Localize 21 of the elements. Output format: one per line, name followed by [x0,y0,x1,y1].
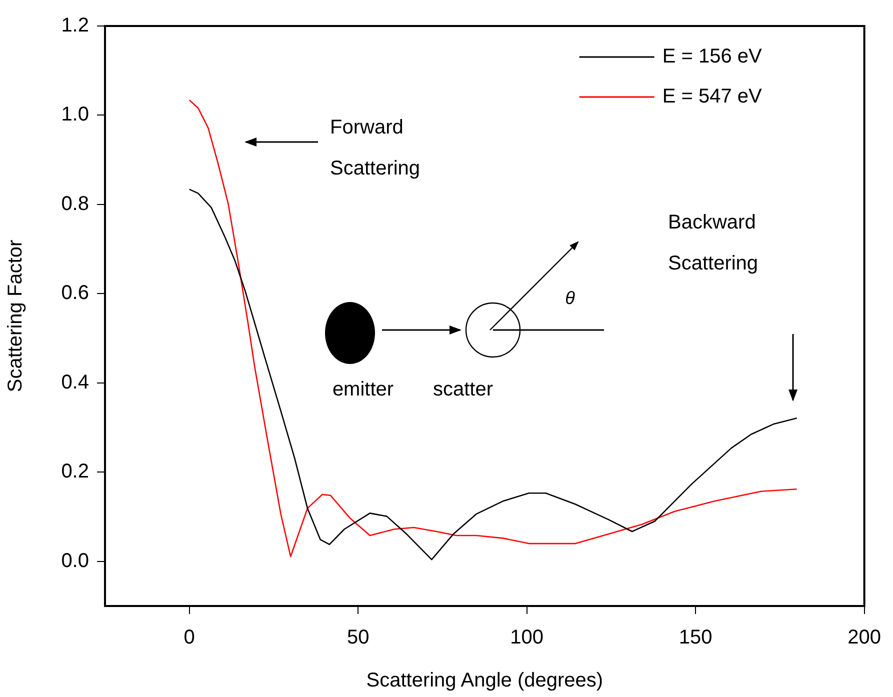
y-tick-label: 0.0 [61,550,89,572]
x-tick-label: 100 [510,626,544,649]
legend-label: E = 156 eV [662,46,762,68]
y-axis-title: Scattering Factor [4,240,27,392]
y-tick-label: 1.2 [61,14,89,37]
annotation: θ [565,288,576,308]
x-tick-label: 0 [184,626,195,649]
x-tick-label: 50 [346,626,370,649]
y-tick-label: 0.8 [61,192,89,215]
x-tick-label: 200 [848,626,882,649]
y-tick-label: 0.2 [61,460,89,483]
y-tick-label: 1.0 [61,104,89,126]
x-axis-title: Scattering Angle (degrees) [366,670,604,692]
legend-label: E = 547 eV [662,86,762,108]
annotation: Backward Scattering [668,212,758,275]
x-tick-label: 150 [678,626,712,649]
annotation: emitter [332,378,394,401]
y-tick-label: 0.6 [61,282,89,304]
annotation: scatter [432,378,494,401]
y-tick-label: 0.4 [61,371,89,394]
annotation: Forward Scattering [330,116,420,180]
